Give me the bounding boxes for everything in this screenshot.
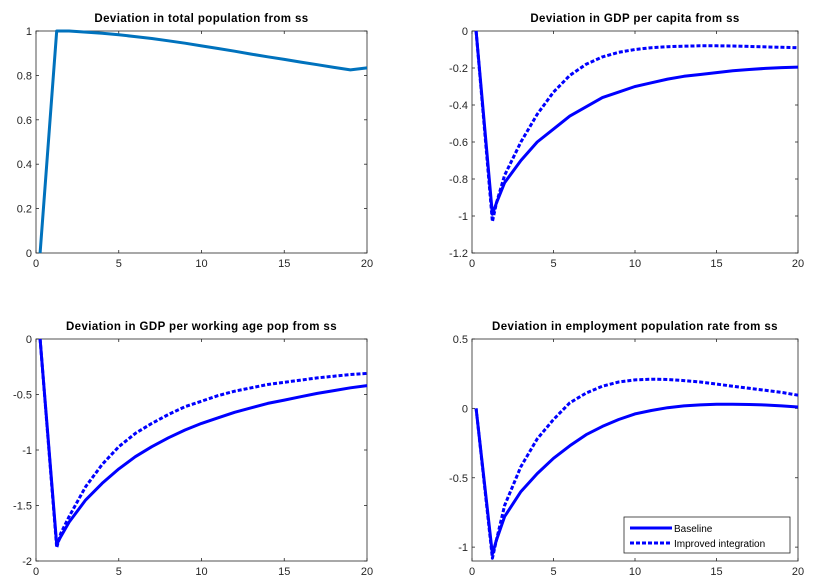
series-line-solid [474, 30, 799, 216]
x-tick-label: 10 [629, 566, 641, 578]
y-tick-label: -0.2 [449, 63, 468, 75]
series-line-dashed [474, 377, 799, 560]
plot-title: Deviation in employment population rate … [492, 321, 778, 333]
y-tick-label: 1 [26, 26, 32, 38]
x-tick-label: 5 [550, 566, 556, 578]
y-tick-label: -0.6 [449, 137, 468, 149]
y-tick-label: -1 [22, 445, 32, 457]
x-tick-label: 0 [469, 258, 475, 270]
x-tick-label: 10 [195, 566, 207, 578]
series-line-solid [38, 338, 368, 546]
legend-box [623, 516, 791, 554]
plot-title: Deviation in GDP per working age pop fro… [66, 321, 337, 333]
axes-box [35, 338, 368, 562]
y-tick-label: 0 [26, 248, 32, 260]
y-tick-label: -0.8 [449, 174, 468, 186]
x-tick-label: 5 [116, 566, 122, 578]
y-tick-label: -1 [458, 211, 468, 223]
plot-title: Deviation in total population from ss [94, 13, 308, 25]
y-tick-label: 0.6 [17, 115, 32, 127]
x-tick-label: 0 [33, 566, 39, 578]
y-tick-label: -2 [22, 556, 32, 568]
x-tick-label: 15 [278, 566, 290, 578]
y-tick-label: 0.8 [17, 70, 32, 82]
x-tick-label: 15 [710, 258, 722, 270]
x-tick-label: 20 [361, 258, 373, 270]
y-tick-label: 0.5 [453, 334, 468, 346]
x-tick-label: 15 [710, 566, 722, 578]
x-tick-label: 5 [116, 258, 122, 270]
legend-entry-label: Improved integration [674, 539, 765, 550]
series-line-dashed [38, 338, 368, 550]
plot-title: Deviation in GDP per capita from ss [530, 13, 739, 25]
x-tick-label: 5 [550, 258, 556, 270]
subplot-4: Deviation in employment population rate … [449, 321, 804, 578]
series-line-solid [474, 402, 799, 556]
x-tick-label: 20 [792, 566, 804, 578]
y-tick-label: -1 [458, 542, 468, 554]
y-tick-label: -0.5 [449, 473, 468, 485]
x-tick-label: 15 [278, 258, 290, 270]
y-tick-label: 0.4 [17, 159, 32, 171]
y-tick-label: -1.5 [13, 501, 32, 513]
y-tick-label: 0 [462, 26, 468, 38]
series-line-solid [38, 29, 368, 254]
x-tick-label: 20 [361, 566, 373, 578]
x-tick-label: 0 [469, 566, 475, 578]
x-tick-label: 0 [33, 258, 39, 270]
axes-box [35, 30, 368, 254]
series-line-dashed [474, 30, 799, 224]
legend: Baseline Improved integration [623, 516, 791, 554]
y-tick-label: -0.4 [449, 100, 468, 112]
x-tick-label: 10 [195, 258, 207, 270]
subplot-2: Deviation in GDP per capita from ss 0 5 10 1… [449, 13, 804, 270]
axes-box [471, 30, 799, 254]
subplot-3: Deviation in GDP per working age pop fro… [13, 321, 373, 578]
y-tick-label: 0 [26, 334, 32, 346]
y-tick-label: -0.5 [13, 390, 32, 402]
subplot-1: Deviation in total population from ss 0 5 1… [17, 13, 373, 270]
y-tick-label: 0 [462, 403, 468, 415]
y-tick-label: -1.2 [449, 248, 468, 260]
legend-entry-label: Baseline [674, 524, 713, 535]
x-tick-label: 10 [629, 258, 641, 270]
x-tick-label: 20 [792, 258, 804, 270]
y-tick-label: 0.2 [17, 204, 32, 216]
